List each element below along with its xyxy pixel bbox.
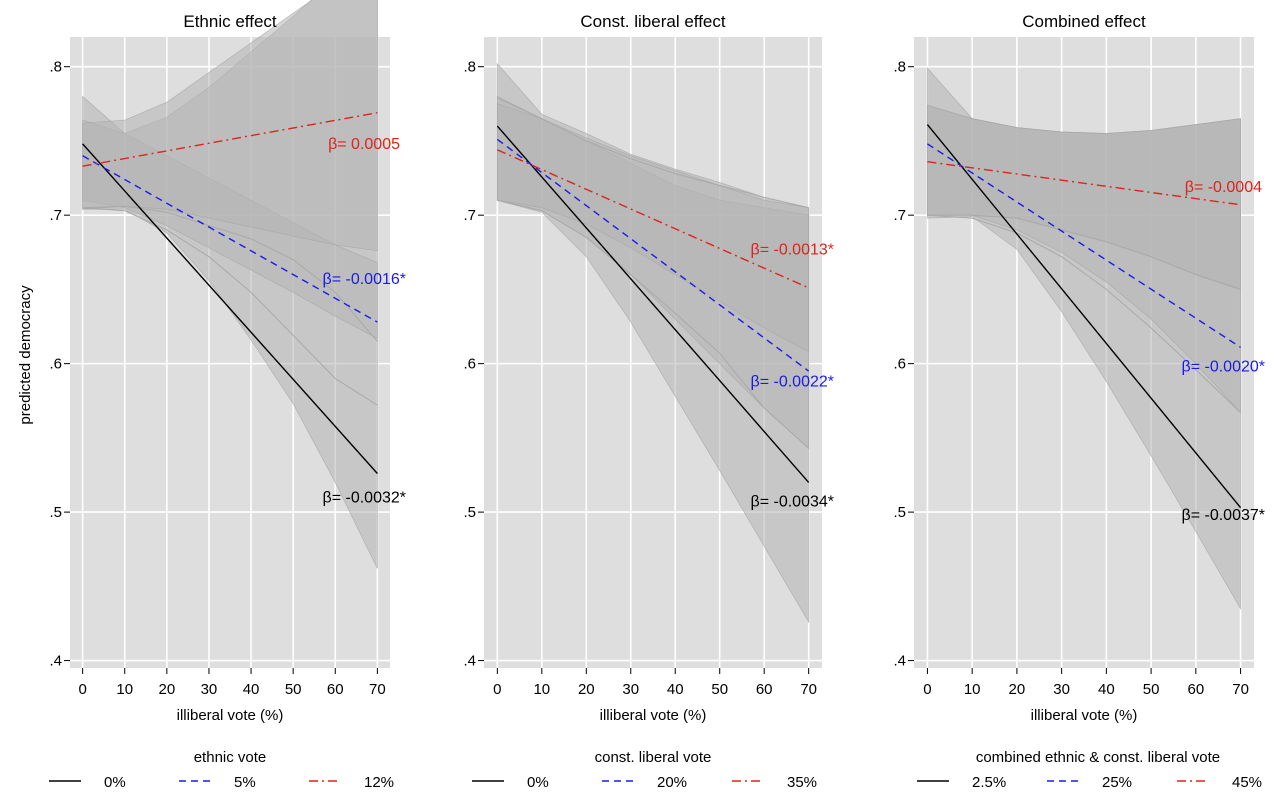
x-tick-label: 60: [1187, 681, 1204, 698]
x-tick-label: 50: [711, 681, 728, 698]
y-tick-label: .7: [49, 207, 62, 224]
y-tick-label: .5: [463, 504, 476, 521]
x-tick-label: 40: [1098, 681, 1115, 698]
x-tick-label: 0: [923, 681, 931, 698]
x-tick-label: 10: [964, 681, 981, 698]
beta-annotation: β= -0.0022*: [751, 373, 834, 390]
chart-panel-ethnic-effect: β= -0.0032* β= -0.0016* β= 0.0005 Ethnic ef…: [49, 0, 406, 791]
x-tick-label: 50: [285, 681, 302, 698]
beta-annotation: β= -0.0034*: [751, 494, 834, 511]
x-tick-label: 40: [243, 681, 260, 698]
x-tick-label: 10: [533, 681, 550, 698]
y-tick-label: .6: [463, 356, 476, 373]
beta-annotation: β= -0.0032*: [323, 489, 406, 506]
legend-title: ethnic vote: [194, 749, 267, 766]
x-tick-label: 70: [1232, 681, 1249, 698]
x-axis-label: illiberal vote (%): [1031, 707, 1138, 724]
legend-item-label: 45%: [1232, 774, 1262, 791]
series-line-45: [927, 161, 1241, 206]
x-tick-label: 20: [578, 681, 595, 698]
x-tick-label: 40: [667, 681, 684, 698]
y-tick-label: .6: [893, 356, 906, 373]
ci-inner-edge: [927, 214, 1241, 413]
ci-inner-edge: [82, 207, 378, 406]
y-tick-label: .4: [893, 653, 906, 670]
y-tick-label: .6: [49, 356, 62, 373]
x-tick-label: 50: [1143, 681, 1160, 698]
beta-annotation: β= -0.0016*: [323, 271, 406, 288]
x-tick-label: 0: [493, 681, 501, 698]
legend-item-label: 12%: [364, 774, 394, 791]
beta-annotation: β= -0.0013*: [751, 241, 834, 258]
x-tick-label: 70: [369, 681, 386, 698]
beta-annotation: β= -0.0004: [1185, 179, 1262, 196]
legend-title: const. liberal vote: [595, 749, 712, 766]
series-line-20: [496, 138, 810, 372]
series-line-25: [927, 143, 1241, 348]
x-axis-label: illiberal vote (%): [600, 707, 707, 724]
y-tick-label: .4: [49, 653, 62, 670]
chart-panel-combined-effect: β= -0.0037* β= -0.0020* β= -0.0004 Combined…: [893, 12, 1265, 791]
y-tick-label: .5: [893, 504, 906, 521]
y-tick-label: .4: [463, 653, 476, 670]
x-tick-label: 0: [78, 681, 86, 698]
y-tick-label: .8: [49, 59, 62, 76]
ci-inner-edge: [497, 199, 810, 449]
y-tick-label: .8: [893, 59, 906, 76]
x-tick-label: 30: [622, 681, 639, 698]
beta-annotation: β= 0.0005: [328, 136, 400, 153]
x-tick-label: 60: [327, 681, 344, 698]
ci-inner-edge: [927, 214, 1241, 290]
x-tick-label: 30: [201, 681, 218, 698]
y-tick-label: .7: [893, 207, 906, 224]
x-axis-label: illiberal vote (%): [177, 707, 284, 724]
ci-inner-edge: [497, 97, 809, 209]
y-tick-label: .5: [49, 504, 62, 521]
x-tick-label: 20: [158, 681, 175, 698]
series-line-25: [926, 124, 1242, 509]
legend-item-label: 25%: [1102, 774, 1132, 791]
series-line-0: [496, 125, 810, 483]
legend-item-label: 5%: [234, 774, 256, 791]
y-tick-label: .7: [463, 207, 476, 224]
x-tick-label: 30: [1053, 681, 1070, 698]
y-tick-label: .8: [463, 59, 476, 76]
ci-inner-edge: [82, 205, 378, 342]
x-tick-label: 10: [116, 681, 133, 698]
chart-panel-const-liberal-effect: β= -0.0034* β= -0.0022* β= -0.0013* Const. …: [463, 12, 834, 791]
legend-item-label: 0%: [104, 774, 126, 791]
x-tick-label: 20: [1009, 681, 1026, 698]
panel-title: Const. liberal effect: [580, 12, 725, 31]
beta-annotation: β= -0.0037*: [1182, 507, 1265, 524]
x-tick-label: 60: [756, 681, 773, 698]
beta-annotation: β= -0.0020*: [1182, 359, 1265, 376]
legend-item-label: 35%: [787, 774, 817, 791]
y-axis-label: predicted democracy: [17, 285, 34, 425]
panel-title: Combined effect: [1022, 12, 1146, 31]
legend-title: combined ethnic & const. liberal vote: [976, 749, 1220, 766]
panel-title: Ethnic effect: [183, 12, 277, 31]
series-line-12: [82, 112, 378, 167]
legend-item-label: 0%: [527, 774, 549, 791]
legend-item-label: 20%: [657, 774, 687, 791]
ci-band-35: [496, 103, 810, 353]
series-line-0: [82, 143, 378, 474]
legend-item-label: 2.5%: [972, 774, 1006, 791]
ci-band-12: [82, 0, 378, 252]
x-tick-label: 70: [800, 681, 817, 698]
series-line-5: [82, 155, 378, 323]
